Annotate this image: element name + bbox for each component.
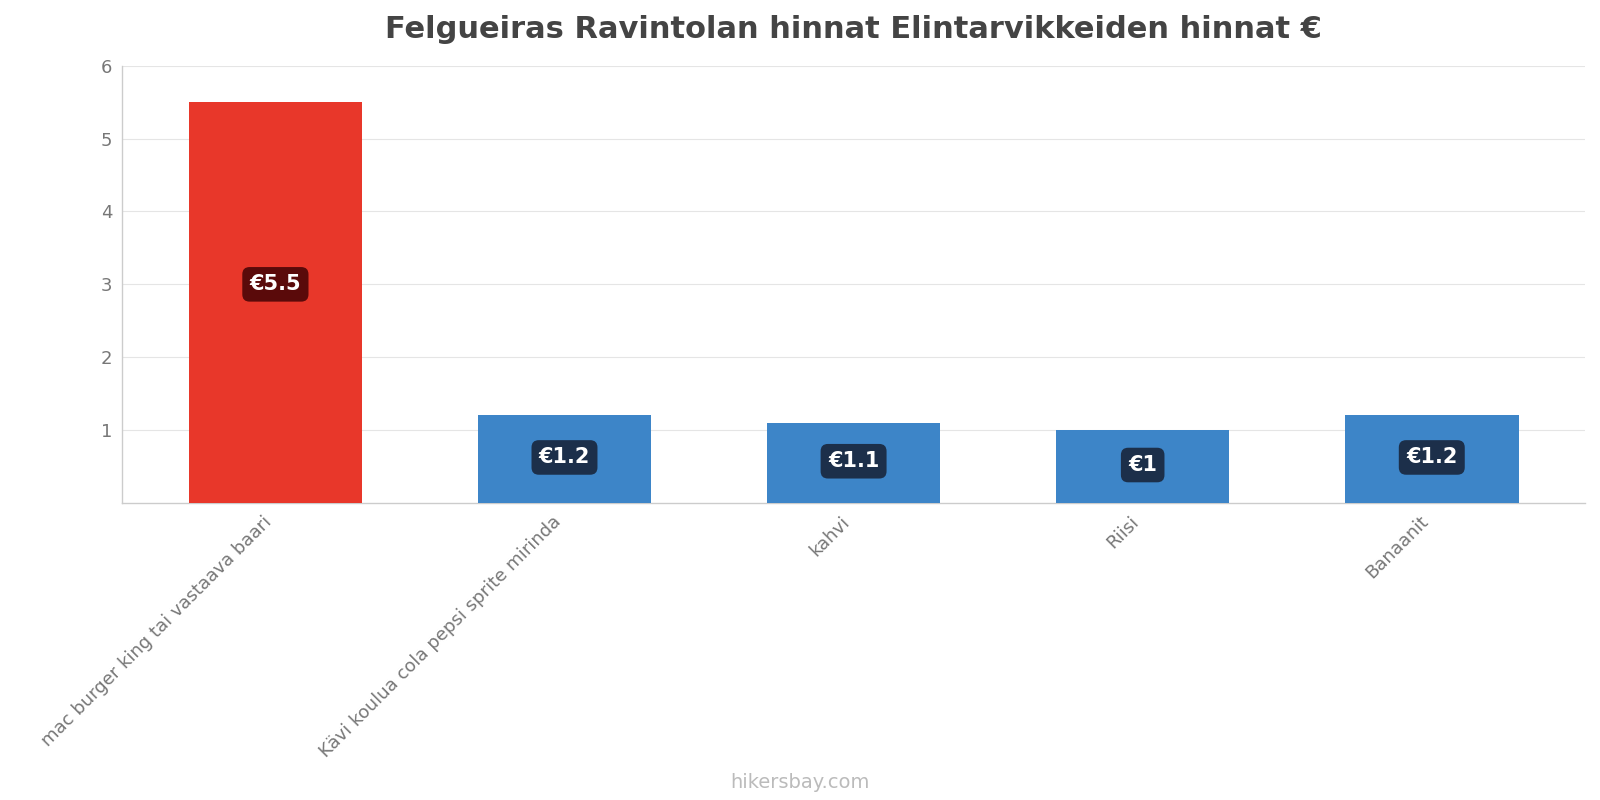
Bar [1056, 430, 1229, 503]
Text: €1.2: €1.2 [539, 447, 590, 467]
Bar [189, 102, 362, 503]
Text: €5.5: €5.5 [250, 274, 301, 294]
Bar [766, 422, 941, 503]
Text: €1: €1 [1128, 455, 1157, 475]
Title: Felgueiras Ravintolan hinnat Elintarvikkeiden hinnat €: Felgueiras Ravintolan hinnat Elintarvikk… [386, 15, 1322, 44]
Text: hikersbay.com: hikersbay.com [730, 773, 870, 792]
Bar [478, 415, 651, 503]
Bar [1346, 415, 1518, 503]
Text: €1.2: €1.2 [1406, 447, 1458, 467]
Text: €1.1: €1.1 [827, 451, 880, 471]
